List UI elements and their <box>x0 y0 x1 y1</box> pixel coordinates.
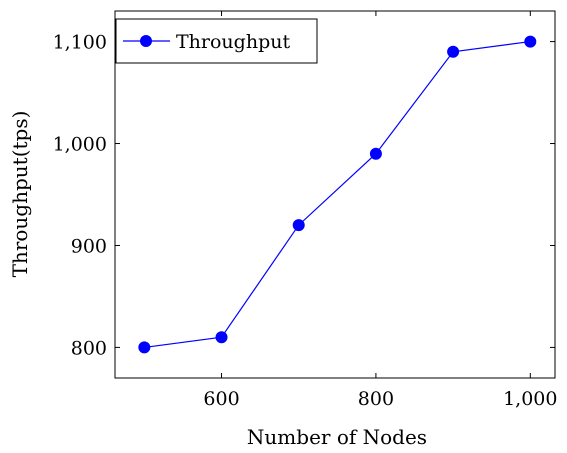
data-point <box>215 331 228 344</box>
x-tick-label: 600 <box>203 388 239 410</box>
legend-marker-swatch <box>140 35 152 47</box>
legend: Throughput <box>115 18 318 64</box>
x-tick-label: 1,000 <box>503 388 557 410</box>
y-tick-label: 1,100 <box>53 32 107 54</box>
y-tick-label: 900 <box>71 235 107 257</box>
plot-frame <box>114 10 556 379</box>
data-point <box>292 219 305 232</box>
y-tick-label: 1,000 <box>53 134 107 156</box>
data-point <box>447 45 460 58</box>
x-tick-label: 800 <box>358 388 394 410</box>
data-point <box>138 341 151 354</box>
plot-area <box>138 35 537 354</box>
y-axis-label: Throughput(tps) <box>8 111 32 278</box>
throughput-line <box>144 40 531 349</box>
y-tick-label: 800 <box>71 337 107 359</box>
legend-label: Throughput <box>176 31 290 53</box>
axes: 600 800 1,000 800 900 1,000 1,100 <box>53 10 558 410</box>
data-point <box>524 35 537 48</box>
x-axis-label: Number of Nodes <box>247 425 427 449</box>
data-point <box>369 147 382 160</box>
